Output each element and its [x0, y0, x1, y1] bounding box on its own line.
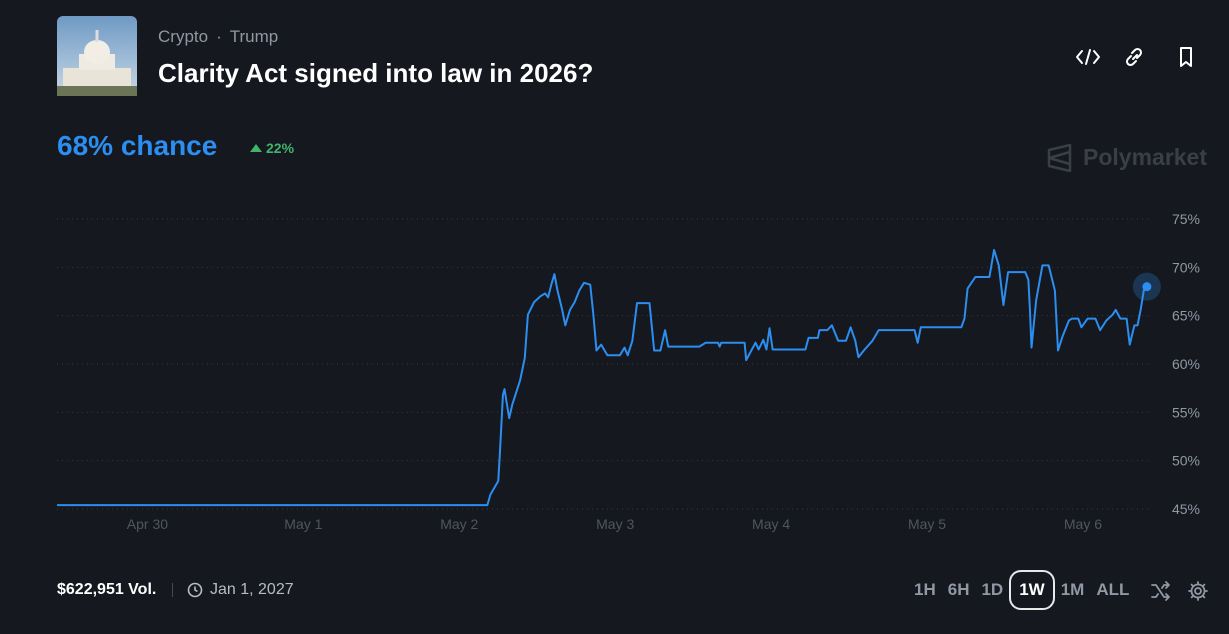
up-arrow: [250, 144, 262, 152]
tag[interactable]: Crypto: [158, 27, 209, 46]
tag[interactable]: Trump: [229, 27, 279, 46]
brand-name: Polymarket: [1083, 144, 1208, 170]
end-date: Jan 1, 2027: [210, 581, 294, 598]
action-icons: [1076, 47, 1192, 67]
x-tick-label: May 4: [752, 516, 790, 532]
x-tick-label: May 1: [284, 516, 322, 532]
range-selector: 1H 6H 1D 1W 1M ALL: [908, 570, 1135, 610]
x-tick-label: May 5: [908, 516, 946, 532]
range-button[interactable]: 1M: [1060, 580, 1085, 599]
brand-logo: [1047, 144, 1072, 172]
price-line: [57, 248, 1148, 507]
x-tick-label: Apr 30: [127, 516, 168, 532]
embed-button[interactable]: [1076, 49, 1100, 65]
y-tick-label: 75%: [1172, 211, 1200, 227]
chart-controls: [1151, 581, 1208, 601]
range-button[interactable]: 1D: [981, 580, 1004, 599]
change: 22%: [266, 140, 295, 156]
range-button[interactable]: 1W: [1009, 570, 1055, 610]
chance: 68% chance: [57, 130, 218, 161]
y-tick-label: 55%: [1172, 404, 1200, 420]
price-chart: 45% 50% 55% 60% 65% 70% 75% Apr 30 May 1 May 2 May…: [57, 211, 1200, 532]
x-tick-label: May 3: [596, 516, 634, 532]
bookmark-button[interactable]: [1180, 47, 1192, 67]
divider: [172, 583, 173, 597]
separator: ·: [216, 27, 222, 46]
link-button[interactable]: [1125, 47, 1143, 67]
range-button[interactable]: 6H: [947, 580, 970, 599]
clock-icon: [187, 582, 203, 598]
y-tick-label: 70%: [1172, 259, 1200, 275]
tags: Crypto · Trump: [158, 27, 278, 47]
x-tick-label: May 6: [1064, 516, 1102, 532]
last-point: [1142, 282, 1152, 292]
market-title: Clarity Act signed into law in 2026?: [158, 58, 594, 88]
range-button[interactable]: ALL: [1096, 580, 1130, 599]
volume: $622,951 Vol.: [57, 581, 157, 598]
y-tick-label: 45%: [1172, 501, 1200, 517]
settings-button[interactable]: [1188, 581, 1208, 601]
y-tick-label: 60%: [1172, 356, 1200, 372]
range-button[interactable]: 1H: [914, 580, 936, 599]
y-tick-label: 65%: [1172, 308, 1200, 324]
shuffle-button[interactable]: [1151, 581, 1170, 601]
market-thumbnail: [57, 16, 137, 96]
x-tick-label: May 2: [440, 516, 478, 532]
y-tick-label: 50%: [1172, 453, 1200, 469]
